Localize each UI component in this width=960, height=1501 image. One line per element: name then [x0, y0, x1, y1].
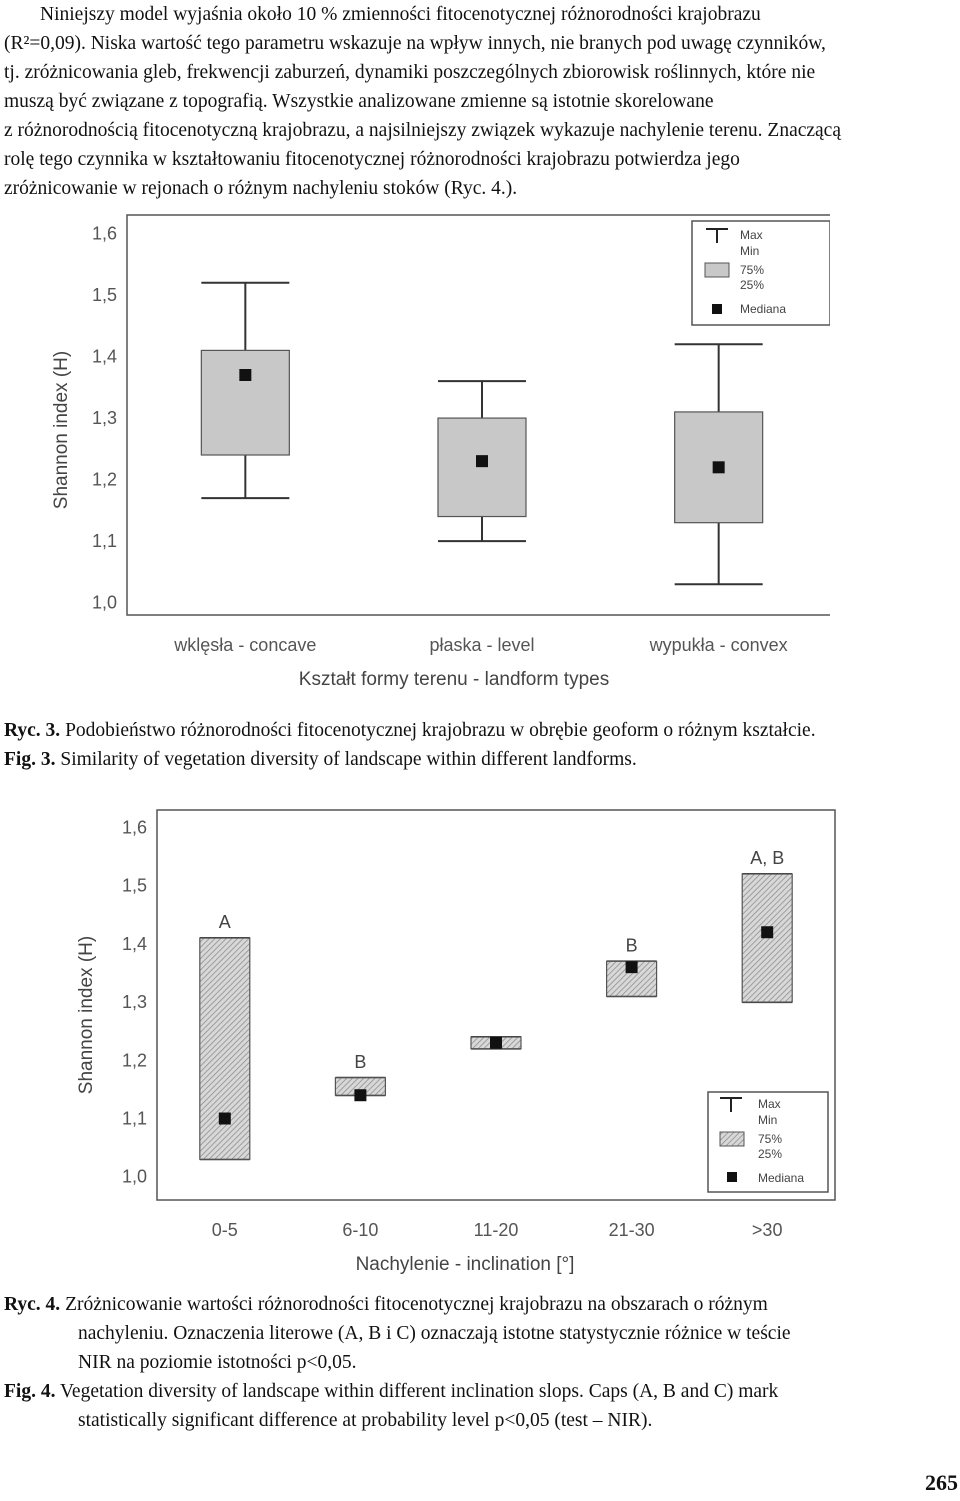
legend-max: Max: [758, 1097, 781, 1111]
iqr-box: [199, 937, 251, 1160]
median-marker: [239, 369, 252, 381]
group-letter: B: [626, 935, 638, 955]
y-tick-label: 1,3: [92, 408, 117, 428]
body-paragraph: Niniejszy model wyjaśnia około 10 % zmie…: [4, 0, 956, 203]
y-tick-label: 1,3: [122, 992, 147, 1012]
y-tick-label: 1,6: [122, 817, 147, 837]
figure-4-caption: Ryc. 4. Zróżnicowanie wartości różnorodn…: [4, 1290, 956, 1435]
y-tick-label: 1,2: [122, 1050, 147, 1070]
caption-text: nachyleniu. Oznaczenia literowe (A, B i …: [78, 1323, 791, 1344]
figure-3-caption: Ryc. 3. Podobieństwo różnorodności fitoc…: [4, 716, 956, 774]
whisker-legend-icon: [706, 228, 728, 243]
legend: Max Min 75% 25% Mediana: [691, 220, 830, 326]
median-marker: [712, 461, 725, 474]
x-tick-label: >30: [752, 1220, 783, 1240]
paragraph-line: rolę tego czynnika w kształtowaniu fitoc…: [4, 149, 740, 170]
legend: Max Min 75% 25% Mediana: [707, 1091, 829, 1193]
group-letter: B: [354, 1052, 366, 1072]
y-axis-label: Shannon index (H): [76, 936, 97, 1094]
y-tick-label: 1,4: [122, 934, 147, 954]
whisker-legend-icon: [720, 1097, 742, 1112]
y-axis-label: Shannon index (H): [51, 351, 72, 509]
paragraph-line: tj. zróżnicowania gleb, frekwencji zabur…: [4, 62, 816, 83]
caption-label: Fig. 4.: [4, 1381, 56, 1402]
legend-min: Min: [740, 244, 759, 258]
legend-min: Min: [758, 1113, 777, 1127]
plot-frame: [156, 809, 836, 1201]
x-axis-label: Nachylenie - inclination [°]: [356, 1254, 575, 1275]
x-axis-label: Kształt formy terenu - landform types: [299, 669, 609, 690]
page-number: 265: [925, 1470, 958, 1495]
group-letter: A, B: [750, 848, 784, 868]
median-marker: [625, 961, 638, 974]
y-tick-label: 1,2: [92, 470, 117, 490]
iqr-box: [437, 417, 527, 518]
legend-q75: 75%: [740, 263, 764, 277]
figure-4: 1,0 1,1 1,2 1,3 1,4 1,5 1,6 A B B A, B 0-5 6-10 11-…: [70, 800, 850, 1285]
legend-q25: 25%: [740, 278, 764, 292]
median-marker: [354, 1089, 367, 1102]
median-marker: [476, 455, 488, 468]
x-tick-label: wklęsła - concave: [173, 635, 316, 655]
x-tick-label: wypukła - convex: [649, 635, 788, 655]
caption-label: Ryc. 4.: [4, 1294, 61, 1315]
caption-label: Fig. 3.: [4, 749, 56, 770]
iqr-box: [605, 960, 658, 997]
caption-text: Similarity of vegetation diversity of la…: [60, 749, 637, 770]
figure-3: 1,0 1,1 1,2 1,3 1,4 1,5 1,6 wklęsła - concave p…: [30, 205, 830, 700]
paragraph-line: Niniejszy model wyjaśnia około 10 % zmie…: [40, 4, 761, 25]
paragraph-line: z różnorodnością fitocenotyczną krajobra…: [4, 120, 841, 141]
caption-label: Ryc. 3.: [4, 720, 61, 741]
y-tick-label: 1,0: [122, 1167, 147, 1187]
median-marker: [761, 926, 774, 939]
caption-text: statistically significant difference at …: [78, 1410, 653, 1431]
legend-q75: 75%: [758, 1132, 782, 1146]
x-tick-label: 6-10: [342, 1220, 378, 1240]
paragraph-line: (R²=0,09). Niska wartość tego parametru …: [4, 33, 826, 54]
x-tick-label: płaska - level: [429, 635, 534, 655]
y-tick-label: 1,1: [92, 531, 117, 551]
x-tick-label: 21-30: [609, 1220, 655, 1240]
paragraph-line: muszą być związane z topografią. Wszystk…: [4, 91, 714, 112]
median-legend-icon: [712, 304, 722, 314]
y-tick-label: 1,0: [92, 593, 117, 613]
y-tick-label: 1,5: [122, 876, 147, 896]
y-tick-label: 1,5: [92, 285, 117, 305]
caption-text: Podobieństwo różnorodności fitocenotyczn…: [65, 720, 816, 741]
median-marker: [218, 1112, 231, 1125]
group-letter: A: [219, 912, 231, 932]
y-tick-label: 1,6: [92, 223, 117, 243]
legend-max: Max: [740, 228, 763, 242]
legend-median: Mediana: [758, 1171, 804, 1185]
legend-q25: 25%: [758, 1147, 782, 1161]
box-legend-icon: [704, 262, 730, 278]
median-legend-icon: [727, 1172, 737, 1182]
box-legend-icon: [719, 1131, 745, 1147]
paragraph-line: zróżnicowanie w rejonach o różnym nachyl…: [4, 178, 518, 199]
figure-4-chart: 1,0 1,1 1,2 1,3 1,4 1,5 1,6 A B B A, B 0-5 6-10 11-…: [76, 809, 836, 1275]
median-marker: [490, 1036, 502, 1049]
y-tick-label: 1,1: [122, 1109, 147, 1129]
figure-3-chart: 1,0 1,1 1,2 1,3 1,4 1,5 1,6 wklęsła - concave p…: [51, 214, 830, 690]
y-tick-label: 1,4: [92, 347, 117, 367]
caption-text: NIR na poziomie istotności p<0,05.: [78, 1352, 357, 1373]
plot-frame: [126, 214, 830, 616]
x-tick-label: 11-20: [474, 1220, 519, 1240]
x-tick-label: 0-5: [212, 1220, 238, 1240]
caption-text: Zróżnicowanie wartości różnorodności fit…: [65, 1294, 768, 1315]
caption-text: Vegetation diversity of landscape within…: [60, 1381, 779, 1402]
legend-median: Mediana: [740, 302, 786, 316]
iqr-box: [200, 349, 290, 456]
